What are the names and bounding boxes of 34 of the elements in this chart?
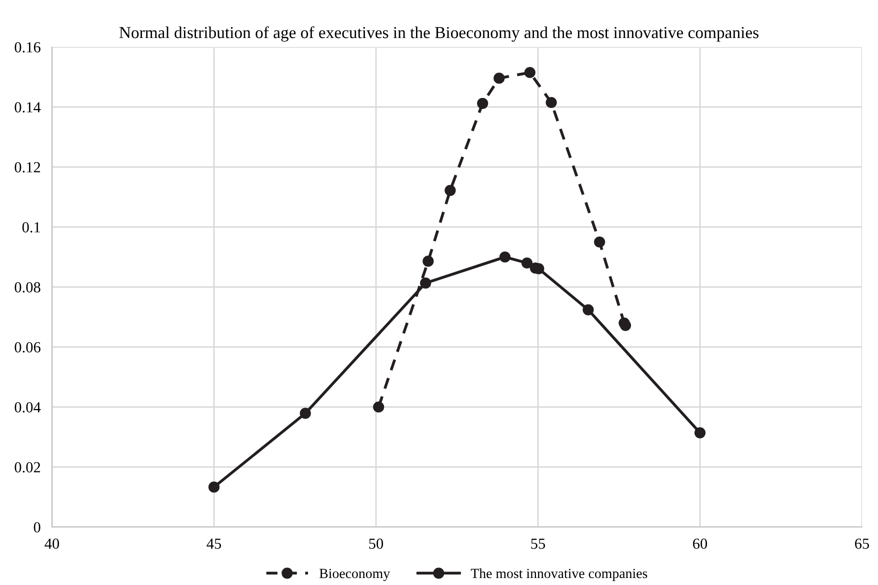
y-tick-label: 0.1 — [22, 222, 40, 233]
y-tick-label: 0.06 — [14, 342, 40, 353]
point — [477, 98, 488, 109]
point — [582, 304, 594, 316]
y-tick-label: 0.16 — [14, 42, 40, 53]
y-tick-label: 0.08 — [14, 282, 40, 293]
point — [594, 236, 606, 248]
point — [620, 320, 632, 331]
point — [420, 278, 432, 289]
y-tick-label: 0 — [34, 522, 40, 532]
point — [546, 96, 557, 108]
x-tick-label: 65 — [855, 538, 870, 549]
point — [208, 482, 220, 493]
point — [521, 257, 533, 269]
point — [422, 256, 434, 267]
legend-label: The most innovative companies — [470, 568, 648, 581]
y-tick-label: 0.14 — [14, 102, 41, 113]
x-tick-label: 50 — [369, 538, 384, 549]
point — [494, 72, 505, 84]
x-tick-label: 40 — [44, 538, 60, 549]
y-tick-label: 0.02 — [14, 462, 40, 473]
x-tick-label: 45 — [206, 538, 222, 549]
point — [300, 408, 311, 419]
point — [373, 401, 384, 413]
point — [694, 427, 706, 438]
point — [499, 251, 511, 263]
chart-title: Normal distribution of age of executives in the Bioeconomy and the most innovative companies — [119, 26, 758, 42]
point — [444, 184, 456, 196]
point — [524, 66, 536, 78]
legend-label: Bioeconomy — [320, 568, 390, 582]
x-tick-label: 55 — [531, 538, 546, 549]
x-tick-label: 60 — [693, 538, 708, 549]
y-tick-label: 0.04 — [14, 402, 41, 413]
y-tick-label: 0.12 — [14, 162, 40, 173]
